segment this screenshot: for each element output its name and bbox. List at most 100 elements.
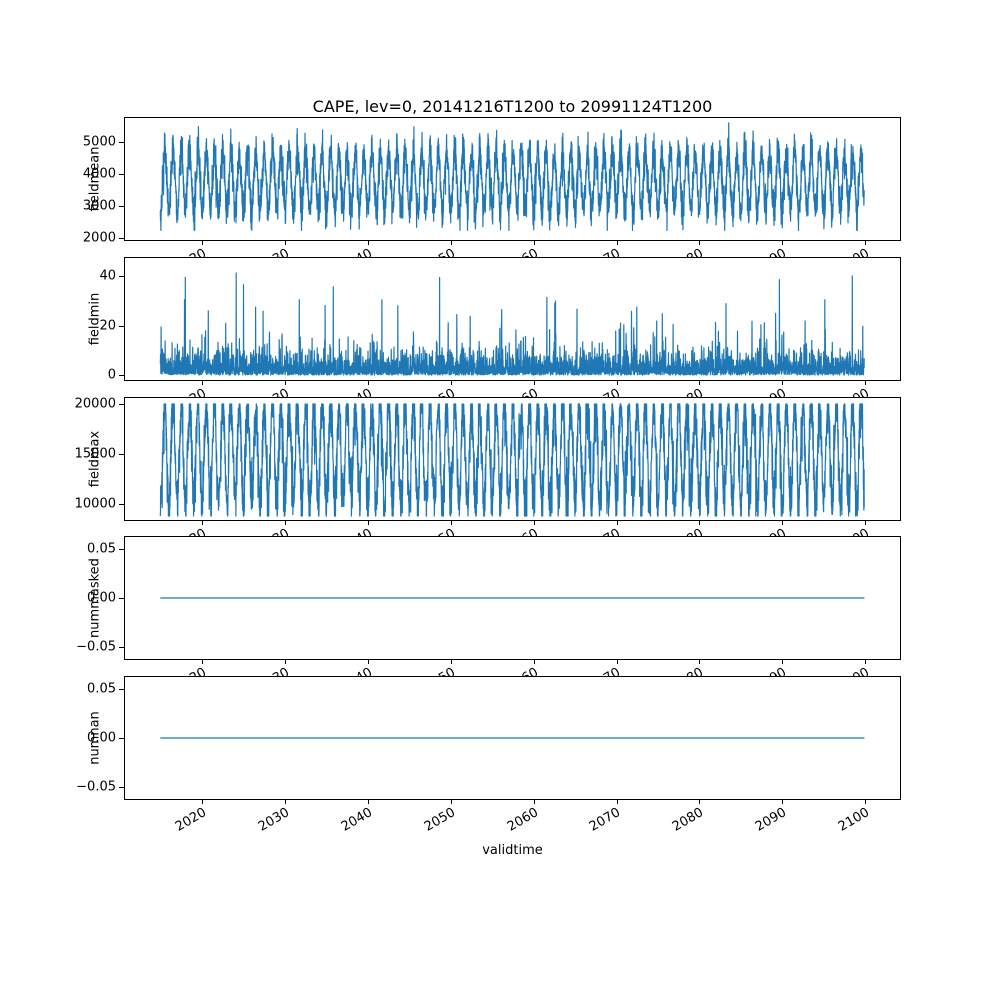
x-tick-mark xyxy=(367,659,369,664)
x-tick-label: 2090 xyxy=(753,805,790,835)
x-tick-mark xyxy=(284,659,286,664)
x-tick-mark xyxy=(202,799,204,804)
y-tick-label: −0.05 xyxy=(76,639,116,655)
x-tick-mark xyxy=(202,520,204,525)
y-tick-label: 0.05 xyxy=(87,681,116,697)
y-tick-mark xyxy=(119,548,124,550)
x-tick-mark xyxy=(865,799,867,804)
series-line-fieldmean xyxy=(159,122,865,232)
y-tick-label: 3000 xyxy=(82,198,116,214)
y-tick-label: 0.05 xyxy=(87,541,116,557)
x-tick-mark xyxy=(367,520,369,525)
y-tick-mark xyxy=(119,738,124,739)
x-tick-mark xyxy=(533,520,535,525)
x-tick-mark xyxy=(284,380,286,385)
x-tick-mark xyxy=(533,240,535,245)
y-tick-label: 0 xyxy=(107,367,116,383)
y-tick-label: 15000 xyxy=(74,446,116,462)
y-tick-mark xyxy=(119,238,124,240)
x-tick-mark xyxy=(699,799,701,804)
x-tick-mark xyxy=(202,240,204,245)
y-tick-label: 4000 xyxy=(82,166,116,182)
x-tick-mark xyxy=(782,240,784,245)
x-tick-mark xyxy=(699,520,701,525)
y-tick-mark xyxy=(119,206,124,208)
subplot-fieldmax: fieldmax 1000015000200002020203020402050… xyxy=(75,397,901,556)
fieldmean-plot-area xyxy=(159,122,865,232)
x-tick-mark xyxy=(782,659,784,664)
y-tick-mark xyxy=(119,375,124,377)
y-tick-mark xyxy=(119,504,124,505)
x-tick-mark xyxy=(782,380,784,385)
y-tick-label: −0.05 xyxy=(76,779,116,795)
x-tick-mark xyxy=(616,520,618,525)
x-tick-mark xyxy=(616,240,618,245)
y-tick-mark xyxy=(119,142,124,144)
series-line-fieldmin xyxy=(159,272,865,376)
x-tick-mark xyxy=(450,659,452,664)
y-tick-mark xyxy=(119,454,124,455)
x-tick-mark xyxy=(450,520,452,525)
y-tick-mark xyxy=(119,688,124,690)
x-tick-label: 2060 xyxy=(504,805,541,835)
x-tick-label: 2050 xyxy=(421,805,458,835)
x-tick-label: 2040 xyxy=(338,805,375,835)
x-tick-mark xyxy=(865,520,867,525)
x-tick-mark xyxy=(367,380,369,385)
x-tick-label: 2030 xyxy=(255,805,292,835)
x-tick-mark xyxy=(533,659,535,664)
y-tick-label: 2000 xyxy=(82,230,116,246)
x-tick-label: 2100 xyxy=(836,805,873,835)
nummasked-plot-area xyxy=(160,597,865,599)
x-tick-mark xyxy=(367,240,369,245)
x-tick-mark xyxy=(782,799,784,804)
figure-title: CAPE, lev=0, 20141216T1200 to 20991124T1… xyxy=(312,97,713,116)
x-tick-mark xyxy=(284,799,286,804)
x-tick-mark xyxy=(533,380,535,385)
subplot-numnan: numnan −0.05 0.00 0.05 2020 2030 2040 2050 2060… xyxy=(76,676,901,835)
x-tick-mark xyxy=(202,380,204,385)
x-tick-label: 2020 xyxy=(172,805,210,835)
fieldmin-plot-area xyxy=(159,272,865,376)
x-tick-mark xyxy=(616,380,618,385)
subplot-fieldmin: fieldmin 0204020202030204020502060207020… xyxy=(88,257,901,416)
fieldmax-plot-area xyxy=(159,403,865,517)
y-tick-mark xyxy=(119,598,124,599)
y-tick-mark xyxy=(119,276,124,278)
x-tick-mark xyxy=(865,380,867,385)
x-tick-mark xyxy=(616,799,618,804)
y-tick-label: 40 xyxy=(99,268,116,284)
x-tick-mark xyxy=(782,520,784,525)
x-tick-mark xyxy=(450,799,452,804)
x-tick-label: 2080 xyxy=(670,805,707,835)
x-tick-mark xyxy=(367,799,369,804)
x-tick-mark xyxy=(450,240,452,245)
y-tick-label: 5000 xyxy=(82,134,116,150)
x-tick-mark xyxy=(865,659,867,664)
y-tick-mark xyxy=(119,325,124,327)
y-tick-mark xyxy=(119,174,124,176)
subplot-nummasked: nummasked −0.050.000.0520202030204020502… xyxy=(76,536,901,695)
y-tick-label: 20 xyxy=(99,318,116,334)
x-tick-mark xyxy=(284,520,286,525)
x-tick-mark xyxy=(284,240,286,245)
y-tick-label: 0.00 xyxy=(87,730,116,746)
y-tick-mark xyxy=(119,404,124,405)
x-tick-mark xyxy=(699,659,701,664)
x-tick-mark xyxy=(865,240,867,245)
x-tick-mark xyxy=(699,240,701,245)
subplot-fieldmean: fieldmean 200030004000500020202030204020… xyxy=(83,117,901,276)
x-axis-label: validtime xyxy=(482,843,543,858)
y-tick-mark xyxy=(119,787,124,789)
x-tick-label: 2070 xyxy=(587,805,624,835)
series-line-fieldmax xyxy=(159,403,865,517)
y-tick-label: 0.00 xyxy=(87,590,116,606)
x-tick-mark xyxy=(450,380,452,385)
y-tick-label: 20000 xyxy=(74,396,116,412)
x-tick-mark xyxy=(202,659,204,664)
x-tick-mark xyxy=(699,380,701,385)
y-tick-label: 10000 xyxy=(74,496,116,512)
x-tick-mark xyxy=(616,659,618,664)
x-tick-mark xyxy=(533,799,535,804)
